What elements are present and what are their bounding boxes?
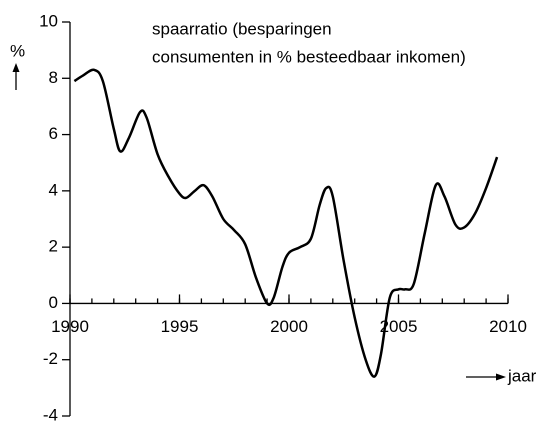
y-tick-label: -4 <box>43 405 58 421</box>
x-label-arrow <box>466 373 506 381</box>
y-tick-label: 8 <box>49 68 58 87</box>
x-tick-label: 2010 <box>489 317 527 336</box>
y-tick-label: -2 <box>43 349 58 368</box>
y-label-arrow <box>12 63 20 90</box>
x-tick-label: 1995 <box>161 317 199 336</box>
y-tick-label: 10 <box>39 11 58 30</box>
chart-title: spaarratio (besparingen <box>152 19 332 38</box>
x-tick-label: 2005 <box>380 317 418 336</box>
y-tick-label: 4 <box>49 180 58 199</box>
y-tick-label: 0 <box>49 293 58 312</box>
x-axis-label: jaar <box>507 366 537 385</box>
x-tick-label: 2000 <box>270 317 308 336</box>
y-tick-label: 2 <box>49 237 58 256</box>
line-series <box>73 68 499 378</box>
chart-title: consumenten in % besteedbaar inkomen) <box>152 47 466 66</box>
y-tick-label: 6 <box>49 124 58 143</box>
x-tick-label: 1990 <box>51 317 89 336</box>
y-axis-label: % <box>10 41 25 60</box>
